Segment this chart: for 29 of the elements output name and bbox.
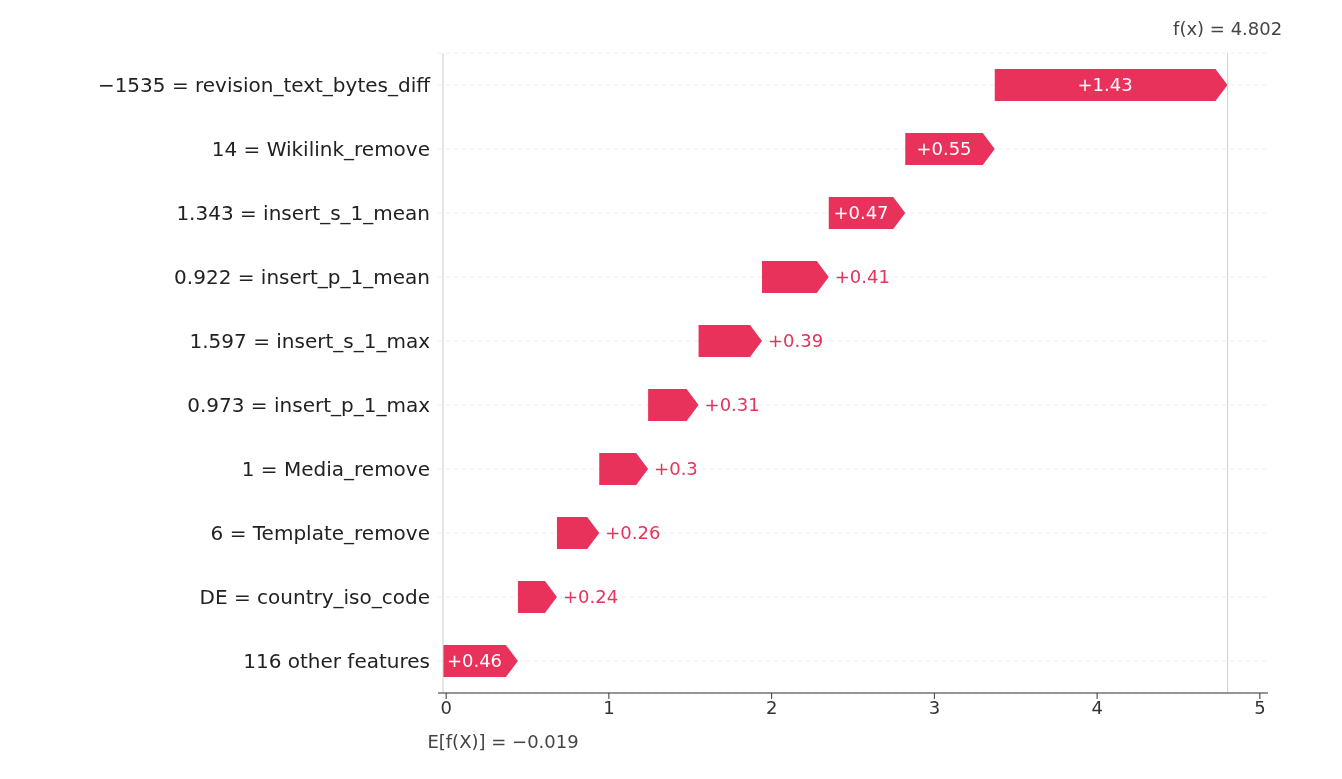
y-tick-label: 6 = Template_remove [210, 521, 430, 546]
data-label: +0.47 [833, 202, 889, 224]
data-label: +0.26 [605, 522, 661, 544]
x-tick-label: 4 [1091, 696, 1103, 718]
x-tick-label: 0 [440, 696, 452, 718]
y-tick-label: 0.973 = insert_p_1_max [187, 393, 431, 418]
y-tick-label: 14 = Wikilink_remove [211, 137, 430, 162]
y-tick-label: 1 = Media_remove [241, 457, 430, 482]
data-label: +0.55 [916, 138, 972, 160]
y-tick-label: 0.922 = insert_p_1_mean [174, 265, 430, 290]
data-label: +0.41 [834, 266, 890, 288]
data-label: +0.39 [768, 330, 824, 352]
data-label: +0.46 [446, 650, 503, 672]
y-tick-label: 1.597 = insert_s_1_max [189, 329, 431, 354]
ref-line-label: E[f(X)] = −0.019 [427, 731, 579, 752]
data-label: +0.3 [654, 458, 698, 480]
x-tick-label: 2 [765, 696, 778, 718]
bar [994, 69, 1228, 101]
y-tick-label: −1535 = revision_text_bytes_diff [97, 73, 432, 98]
y-tick-label: DE = country_iso_code [199, 585, 430, 610]
x-tick-label: 1 [603, 696, 615, 718]
data-label: +0.31 [704, 394, 760, 416]
x-tick-label: 5 [1254, 696, 1266, 718]
y-tick-label: 116 other features [243, 649, 430, 674]
data-label: +0.24 [562, 586, 619, 608]
data-label: +1.43 [1077, 74, 1133, 96]
x-tick-label: 3 [928, 696, 941, 718]
ref-line-label: f(x) = 4.802 [1173, 18, 1283, 39]
y-tick-label: 1.343 = insert_s_1_mean [176, 201, 430, 226]
